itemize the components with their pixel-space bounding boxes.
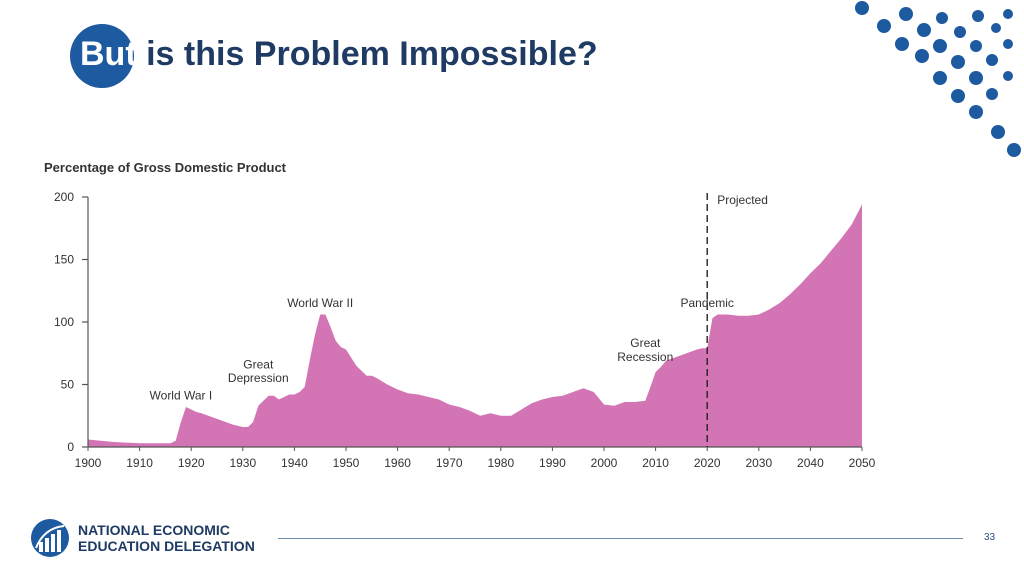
page-number: 33: [984, 532, 996, 543]
need-logo: NATIONAL ECONOMIC EDUCATION DELEGATION: [30, 518, 280, 560]
x-tick-label: 2000: [591, 456, 618, 470]
x-tick-label: 2050: [849, 456, 876, 470]
chart-annotation: Recession: [617, 350, 673, 364]
y-tick-label: 50: [61, 378, 75, 392]
chart-annotation: Great: [243, 357, 274, 371]
slide-title: But is this Problem Impossible?: [80, 32, 598, 76]
chart-annotation: Depression: [228, 371, 289, 385]
x-tick-label: 1930: [229, 456, 256, 470]
x-tick-label: 1970: [436, 456, 463, 470]
slide-title-first-word: But: [80, 35, 137, 73]
debt-chart: Percentage of Gross Domestic Product 0 50…: [30, 150, 900, 480]
projection-label: Projected: [717, 193, 768, 207]
logo-line-1: NATIONAL ECONOMIC: [78, 522, 230, 538]
chart-annotation: World War II: [287, 296, 353, 310]
x-tick-label: 1920: [178, 456, 205, 470]
logo-line-2: EDUCATION DELEGATION: [78, 538, 255, 554]
x-tick-label: 2040: [797, 456, 824, 470]
slide-title-rest: is this Problem Impossible?: [136, 35, 598, 73]
need-logo-icon: [31, 519, 69, 557]
x-tick-label: 1980: [487, 456, 514, 470]
y-tick-label: 100: [54, 315, 74, 329]
chart-title: Percentage of Gross Domestic Product: [44, 160, 287, 175]
debt-chart-svg: Percentage of Gross Domestic Product 0 50…: [44, 160, 876, 470]
x-tick-label: 2030: [745, 456, 772, 470]
decorative-dot-pattern: [855, 1, 1021, 157]
chart-annotation: World War I: [150, 389, 213, 403]
x-tick-label: 1960: [384, 456, 411, 470]
x-tick-label: 1910: [126, 456, 153, 470]
x-tick-label: 2020: [694, 456, 721, 470]
footer-divider: [278, 538, 963, 539]
y-tick-label: 150: [54, 253, 74, 267]
x-tick-label: 1990: [539, 456, 566, 470]
x-tick-label: 2010: [642, 456, 669, 470]
debt-area-series: [88, 204, 862, 447]
title-accent-circle: [70, 24, 134, 88]
x-tick-label: 1900: [75, 456, 102, 470]
y-tick-label: 0: [67, 440, 74, 454]
x-tick-label: 1950: [333, 456, 360, 470]
chart-annotation: Pandemic: [681, 296, 734, 310]
x-tick-label: 1940: [281, 456, 308, 470]
chart-annotation: Great: [630, 336, 661, 350]
y-tick-label: 200: [54, 190, 74, 204]
